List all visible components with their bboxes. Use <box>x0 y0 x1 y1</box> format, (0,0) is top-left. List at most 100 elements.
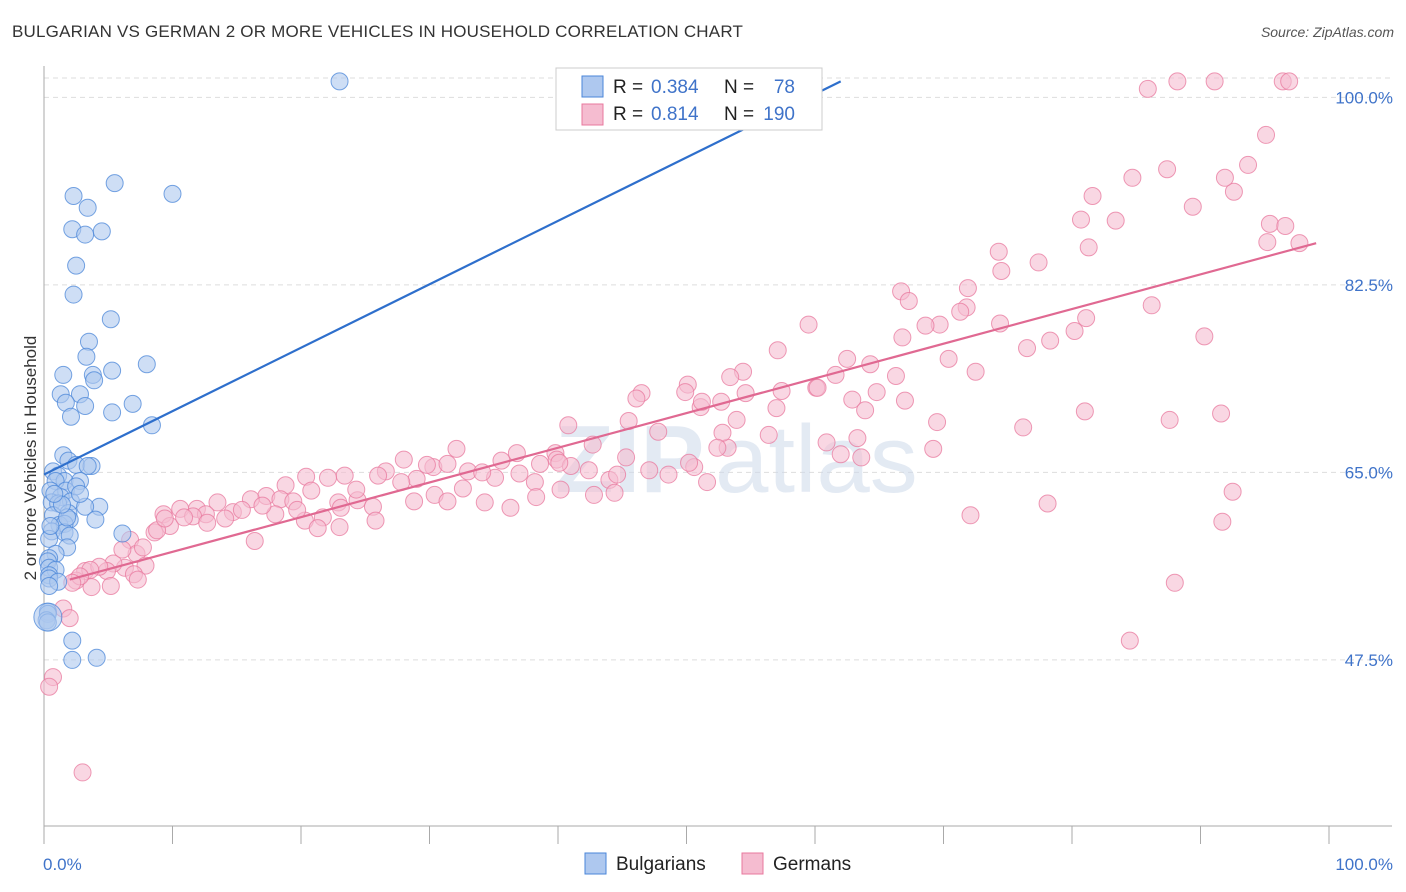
legend-box: R = 0.384 N = 78 R = 0.814 N = 190 <box>555 67 823 131</box>
german-point <box>617 448 636 467</box>
german-point <box>1123 168 1142 187</box>
german-point <box>216 509 235 528</box>
german-point <box>768 341 787 360</box>
german-point <box>848 429 867 448</box>
bottom-legend: Bulgarians Germans <box>584 852 851 875</box>
german-point <box>692 392 711 411</box>
legend-r-value: 0.814 <box>651 104 699 125</box>
german-point <box>1071 210 1090 229</box>
german-point <box>1205 72 1224 91</box>
german-point <box>924 439 943 458</box>
german-point <box>101 577 120 595</box>
german-point <box>510 464 529 483</box>
german-point <box>113 540 132 559</box>
german-point <box>318 468 337 487</box>
german-point <box>856 401 875 420</box>
german-point <box>40 677 59 696</box>
bulgarian-point <box>45 484 64 503</box>
german-point <box>1014 418 1033 437</box>
germans-points <box>40 72 1309 782</box>
german-point <box>627 389 646 408</box>
german-point <box>939 349 958 368</box>
german-point <box>245 532 264 550</box>
source-credit: Source: ZipAtlas.com <box>1260 24 1394 40</box>
german-point <box>438 492 457 511</box>
y-tick-label: 65.0% <box>1345 463 1393 482</box>
german-point <box>453 479 472 498</box>
german-point <box>1258 233 1277 252</box>
german-point <box>1038 494 1057 513</box>
german-point <box>838 349 857 368</box>
german-point <box>559 416 578 435</box>
german-point <box>698 473 717 492</box>
german-point <box>550 453 569 472</box>
german-point <box>335 466 354 485</box>
bulgarian-point <box>105 174 124 193</box>
legend-n-value: 78 <box>774 77 795 98</box>
german-point <box>347 480 366 499</box>
legend-swatch-germans <box>581 103 604 126</box>
german-point <box>759 425 778 444</box>
bulgarian-point <box>70 484 89 503</box>
bulgarian-point <box>63 631 82 650</box>
german-point <box>1165 573 1184 592</box>
german-point <box>475 493 494 512</box>
bottom-legend-swatch-bulgarians <box>584 852 607 875</box>
german-point <box>799 315 818 334</box>
bulgarians-trend-line <box>43 80 842 476</box>
german-point <box>73 763 92 782</box>
bulgarian-point <box>137 355 156 374</box>
german-point <box>330 518 349 537</box>
german-point <box>531 454 550 473</box>
german-point <box>198 513 217 532</box>
german-point <box>1257 125 1276 144</box>
trend-lines <box>43 80 1317 581</box>
german-point <box>527 488 546 507</box>
german-point <box>1041 331 1060 350</box>
german-point <box>649 422 668 441</box>
bulgarian-point <box>40 577 59 595</box>
y-axis-label: 2 or more Vehicles in Household <box>21 336 40 581</box>
german-point <box>1183 197 1202 216</box>
german-point <box>1160 410 1179 429</box>
german-point <box>501 498 520 517</box>
bulgarian-point <box>78 198 97 217</box>
german-point <box>405 492 424 511</box>
german-point <box>1223 482 1242 501</box>
grid-lines <box>44 77 1392 661</box>
german-point <box>767 399 786 418</box>
bulgarian-point <box>163 184 182 203</box>
bulgarian-point <box>87 648 106 667</box>
german-point <box>831 445 850 464</box>
german-point <box>721 368 740 387</box>
german-point <box>713 423 732 442</box>
german-point <box>1120 631 1139 650</box>
german-point <box>253 496 272 515</box>
german-point <box>817 433 836 452</box>
german-point <box>1212 404 1231 423</box>
bulgarian-point <box>123 394 142 413</box>
german-point <box>438 454 457 473</box>
german-point <box>1260 214 1279 233</box>
german-point <box>208 493 227 512</box>
german-point <box>232 500 251 519</box>
bulgarian-point <box>63 650 82 669</box>
y-tick-labels: 47.5% 65.0% 82.5% 100.0% <box>1335 88 1393 670</box>
bulgarian-point <box>76 397 95 415</box>
german-point <box>1158 160 1177 179</box>
bottom-legend-label-bulgarians: Bulgarians <box>616 854 706 875</box>
german-point <box>886 367 905 385</box>
german-point <box>989 242 1008 261</box>
german-point <box>60 609 79 628</box>
german-point <box>1079 238 1098 257</box>
german-point <box>916 316 935 335</box>
german-point <box>366 511 385 530</box>
german-point <box>1029 253 1048 272</box>
german-point <box>1280 72 1299 91</box>
german-point <box>1065 322 1084 340</box>
german-point <box>266 505 285 524</box>
bottom-legend-swatch-germans <box>741 852 764 875</box>
x-tick-label-max: 100.0% <box>1335 855 1393 874</box>
legend-n-label: N = <box>724 77 754 98</box>
german-point <box>1215 168 1234 187</box>
